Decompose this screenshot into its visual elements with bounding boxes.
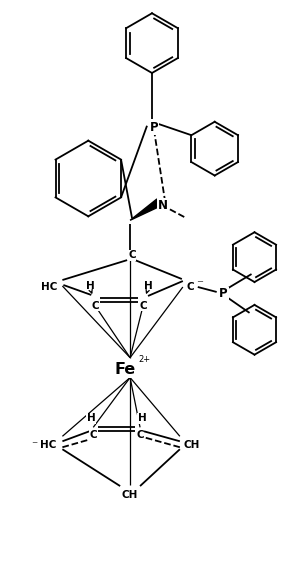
Text: 2+: 2+ [138, 355, 150, 364]
Text: N: N [158, 199, 168, 212]
Polygon shape [130, 199, 161, 220]
Text: CH: CH [184, 440, 200, 450]
Text: Fe: Fe [115, 362, 136, 377]
Text: C: C [136, 430, 144, 440]
Text: HC: HC [40, 440, 57, 450]
Text: C: C [186, 282, 194, 292]
Text: H: H [144, 281, 152, 291]
Text: H: H [86, 281, 95, 291]
Text: C: C [139, 301, 147, 311]
Text: P: P [150, 121, 158, 134]
Text: C: C [128, 250, 136, 260]
Text: CH: CH [122, 490, 138, 500]
Text: H: H [138, 414, 146, 423]
Text: C: C [92, 301, 99, 311]
Text: C: C [89, 430, 97, 440]
Text: P: P [219, 288, 228, 300]
Text: ⁻: ⁻ [32, 439, 38, 452]
Text: HC: HC [41, 282, 58, 292]
Text: H: H [87, 414, 96, 423]
Text: ⁻: ⁻ [196, 279, 203, 292]
